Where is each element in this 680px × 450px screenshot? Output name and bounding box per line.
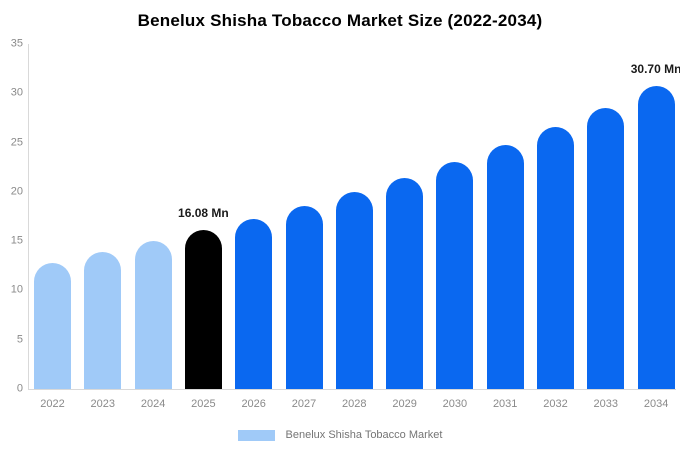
- bar-2025[interactable]: [184, 230, 222, 389]
- y-tick-10: 10: [10, 283, 23, 296]
- bar-2022[interactable]: [34, 262, 71, 389]
- bar-2027[interactable]: [285, 205, 323, 389]
- bar-2023[interactable]: [84, 251, 122, 389]
- x-label-2027: 2027: [291, 398, 317, 410]
- legend[interactable]: Benelux Shisha Tobacco Market: [0, 427, 680, 443]
- bar-2030[interactable]: [436, 162, 474, 389]
- bar-2032[interactable]: [537, 127, 574, 389]
- y-tick-30: 30: [10, 86, 23, 99]
- x-label-2034: 2034: [643, 398, 669, 410]
- y-tick-25: 25: [10, 136, 23, 149]
- y-tick-0: 0: [16, 382, 23, 395]
- x-label-2028: 2028: [342, 398, 367, 410]
- bar-2026[interactable]: [235, 218, 273, 389]
- x-label-2025: 2025: [191, 398, 216, 410]
- bar-2028[interactable]: [335, 192, 373, 389]
- x-label-2024: 2024: [140, 398, 166, 410]
- chart-title: Benelux Shisha Tobacco Market Size (2022…: [137, 11, 543, 30]
- y-axis-line: [28, 44, 29, 389]
- y-tick-15: 15: [10, 234, 23, 247]
- value-label-2034: 30.70 Mn: [630, 62, 680, 77]
- value-label-2025: 16.08 Mn: [178, 206, 229, 221]
- y-tick-35: 35: [10, 37, 23, 50]
- legend-label: Benelux Shisha Tobacco Market: [285, 428, 443, 441]
- bar-2033[interactable]: [587, 108, 625, 389]
- legend-swatch: [237, 429, 275, 441]
- bar-2024[interactable]: [134, 241, 172, 389]
- x-label-2023: 2023: [90, 398, 116, 410]
- x-label-2031: 2031: [492, 398, 518, 410]
- y-tick-20: 20: [10, 185, 23, 198]
- x-axis-line: [28, 389, 676, 390]
- x-label-2029: 2029: [392, 398, 417, 410]
- bar-2029[interactable]: [386, 177, 424, 389]
- x-label-2026: 2026: [241, 398, 266, 410]
- x-label-2030: 2030: [442, 398, 468, 410]
- x-label-2032: 2032: [543, 398, 568, 410]
- bar-2034[interactable]: [637, 86, 675, 389]
- x-label-2022: 2022: [40, 398, 65, 410]
- y-tick-5: 5: [16, 333, 23, 346]
- bar-2031[interactable]: [486, 145, 524, 389]
- x-label-2033: 2033: [593, 398, 619, 410]
